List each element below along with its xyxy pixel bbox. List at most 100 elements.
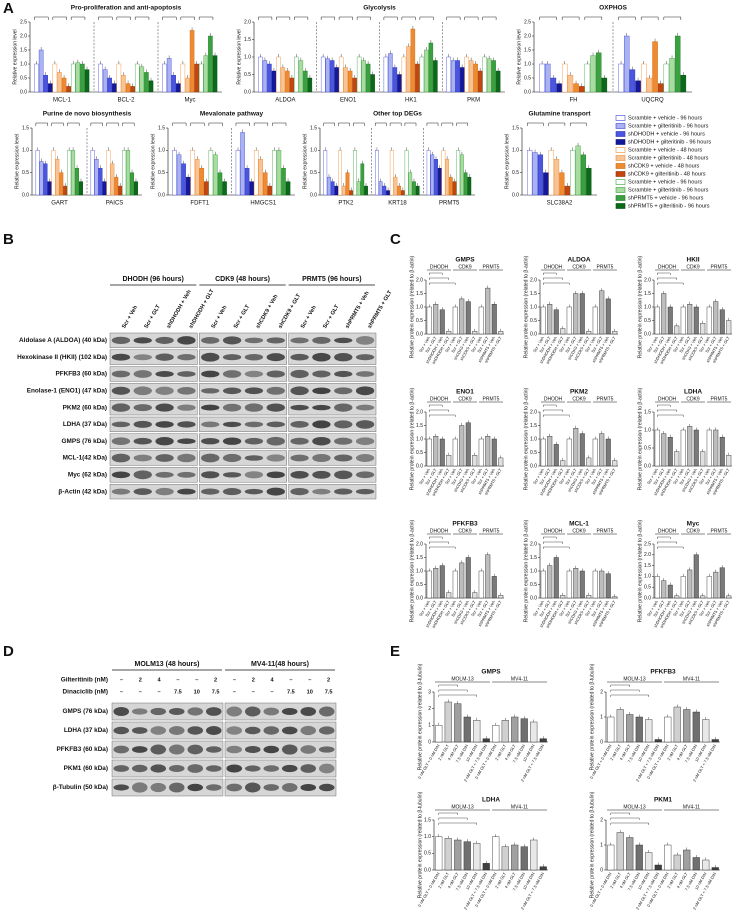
band [168,725,185,736]
band [226,726,243,735]
bar [687,426,693,467]
bracket [618,16,636,20]
bar [162,63,167,93]
band [177,404,196,411]
band [334,403,353,412]
bracket [456,122,468,126]
bar [498,331,504,335]
bar [719,437,725,467]
y-tick-label: 1.5 [524,47,531,53]
bar [415,63,420,93]
bar [560,595,566,599]
y-tick-label: 0.5 [244,72,251,78]
y-tick-label: 0.5 [416,582,423,588]
bar [272,150,277,196]
group-label: DHODH [430,396,449,402]
bar [692,711,700,743]
bracket [35,122,48,126]
bar [437,167,442,196]
bracket [543,409,563,412]
bracket [294,16,309,20]
band [155,454,174,462]
bar [464,56,469,93]
bar [189,30,195,93]
band [111,370,131,378]
bar [43,74,48,93]
bar [527,150,533,196]
band [312,404,331,411]
legend-swatch [615,123,626,129]
bar [424,49,429,93]
bar [599,433,605,467]
bar [166,58,172,93]
bar [194,159,200,196]
lane-label: Scr + Veh [121,304,139,329]
bar [43,163,48,196]
bar [567,74,574,93]
bar [663,63,670,93]
y-tick-label: 0.0 [512,192,519,198]
bar [454,839,462,871]
legend-swatch [615,195,626,201]
y-axis-label: Relative expression level [236,29,242,84]
band [226,783,243,792]
band [177,453,196,463]
band [244,706,261,717]
bar [687,304,693,335]
band [312,336,331,344]
bracket [180,16,195,20]
bar [605,298,611,335]
bracket [657,277,677,280]
legend-label: Scramble + vehicle - 96 hours [628,179,702,185]
group-label: DHODH [544,528,563,534]
bar [444,701,452,743]
band [290,337,309,344]
bar [556,83,562,93]
bar [700,451,706,467]
legend-label: shDHODH + gilteritinib - 96 hours [628,139,711,145]
dose: 2 [139,677,142,683]
bar [249,181,254,196]
bar [607,844,615,871]
bracket [610,694,649,697]
band [201,352,220,362]
bar [700,595,706,599]
bar [198,63,204,93]
bar [90,150,95,196]
y-tick-label: 1.5 [644,563,651,569]
band [201,488,220,495]
bar [463,172,468,196]
legend-label: shCDK9 + gilteritinib - 48 hours [628,171,706,177]
bar [539,738,547,743]
bar [360,163,365,196]
band [226,745,243,754]
band [355,471,375,479]
bar [106,150,111,196]
bracket [208,122,223,126]
blot [288,416,377,433]
bar [472,331,478,335]
bar [713,429,719,467]
y-tick-label: 2.5 [20,19,27,25]
bar [383,56,389,93]
bar [573,83,579,93]
band [201,471,220,479]
band [355,404,375,411]
band [290,404,309,411]
dose: 7.5 [287,689,295,695]
gene-label: PKM [467,98,480,104]
band [266,337,285,344]
bar [626,837,634,871]
band [111,453,131,463]
band [177,471,196,478]
bar [102,181,107,196]
bar [392,67,398,93]
gene-label: MCL-1 [53,98,72,104]
bracket [543,546,570,549]
bar [646,77,653,93]
bar [485,554,491,599]
bar [84,69,90,93]
band [334,488,353,495]
band [334,470,353,480]
bracket [426,122,439,126]
